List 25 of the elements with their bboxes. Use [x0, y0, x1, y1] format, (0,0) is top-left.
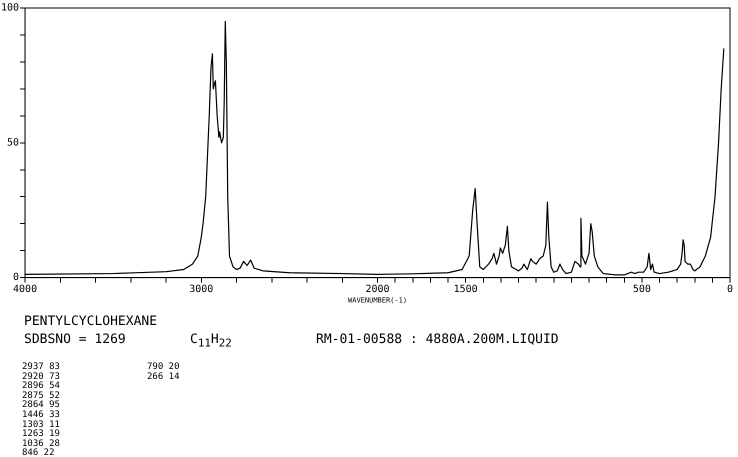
text: 1303 11 [22, 420, 60, 430]
y-tick-label: 100 [1, 2, 20, 14]
x-tick-label: 3000 [189, 284, 214, 296]
text: PENTYLCYCLOHEXANE [24, 314, 158, 329]
y-tick-label: 50 [7, 137, 20, 148]
text: 266 14 [147, 372, 180, 382]
text: 2875 52 [22, 390, 60, 401]
text: 2937 83 [22, 362, 60, 372]
text: SDBSNO = 1269 [24, 332, 126, 347]
x-tick-label: 0 [726, 284, 734, 296]
text: 1036 28 [22, 438, 60, 449]
text: 2896 54 [22, 381, 60, 392]
text: 1446 33 [22, 410, 60, 420]
text: 1263 19 [22, 429, 60, 440]
x-tick-label: 500 [632, 284, 651, 296]
x-tick-label: 4000 [13, 284, 38, 296]
text: 2920 73 [22, 372, 60, 382]
x-tick-label: 2000 [365, 284, 390, 296]
x-tick-label: 1500 [454, 284, 478, 296]
text: 790 20 [147, 362, 180, 372]
text: C$_{11}$H$_{22}$ [190, 332, 232, 350]
text: 846 22 [22, 448, 56, 457]
text: RM-01-00588 : 4880A.200M.LIQUID [316, 332, 559, 347]
y-tick-label: 0 [13, 272, 20, 284]
text: 2864 95 [22, 400, 60, 410]
